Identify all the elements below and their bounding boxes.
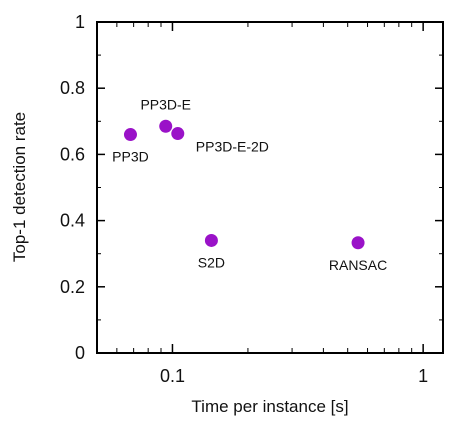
y-tick-label: 0.2 [60,277,85,297]
point-label: RANSAC [329,257,387,273]
data-point [159,119,173,133]
x-axis-title: Time per instance [s] [191,397,348,416]
point-label: PP3D-E-2D [196,139,269,155]
y-axis-title: Top-1 detection rate [10,112,29,262]
data-point [351,236,365,250]
data-point [204,233,218,247]
point-label: S2D [198,254,225,270]
plot-frame [96,21,444,354]
y-tick-label: 0.8 [60,78,85,98]
data-point [171,127,185,141]
point-label: PP3D [112,149,149,165]
x-tick-label: 1 [418,366,428,386]
y-tick-label: 0.4 [60,211,85,231]
point-label: PP3D-E [140,96,191,112]
y-tick-label: 0.6 [60,144,85,164]
y-tick-label: 0 [75,343,85,363]
y-tick-label: 1 [75,12,85,32]
data-point [123,128,137,142]
x-tick-label: 0.1 [160,366,185,386]
